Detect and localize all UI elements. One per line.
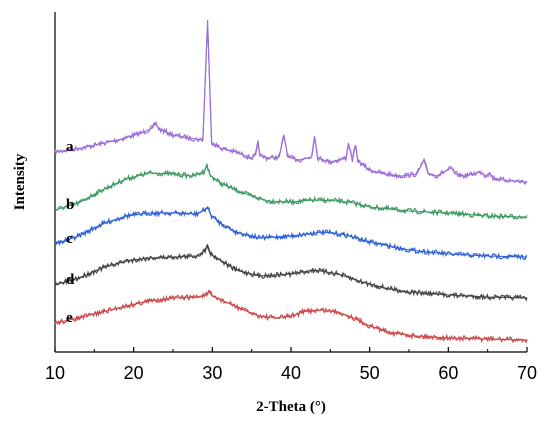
series-line-c xyxy=(54,206,528,261)
series-label-a: a xyxy=(66,139,74,155)
x-tick-label: 60 xyxy=(438,363,458,383)
x-tick-label: 50 xyxy=(360,363,380,383)
series-label-b: b xyxy=(66,197,74,213)
series-peaks-b xyxy=(54,163,528,218)
series-peaks-c xyxy=(54,206,528,258)
series-line-d xyxy=(54,244,528,302)
x-tick-label: 70 xyxy=(517,363,537,383)
x-tick-label: 20 xyxy=(124,363,144,383)
series-labels: a b c d e xyxy=(66,139,75,326)
series-label-d: d xyxy=(66,272,75,288)
series-label-e: e xyxy=(66,310,73,326)
series-peaks-d xyxy=(54,243,528,299)
x-tick-label: 30 xyxy=(202,363,222,383)
x-axis-title: 2-Theta (°) xyxy=(256,399,326,415)
series-label-c: c xyxy=(66,231,73,247)
y-axis-title: Intensity xyxy=(12,153,28,210)
x-axis-ticks: 10 20 30 40 50 60 70 xyxy=(45,347,537,383)
series-group xyxy=(54,19,528,344)
x-tick-label: 10 xyxy=(45,363,65,383)
series-line-e xyxy=(54,289,528,344)
series-line-a xyxy=(54,30,528,186)
series-peaks-e xyxy=(54,291,528,341)
x-tick-label: 40 xyxy=(281,363,301,383)
series-peaks-a xyxy=(54,19,528,183)
